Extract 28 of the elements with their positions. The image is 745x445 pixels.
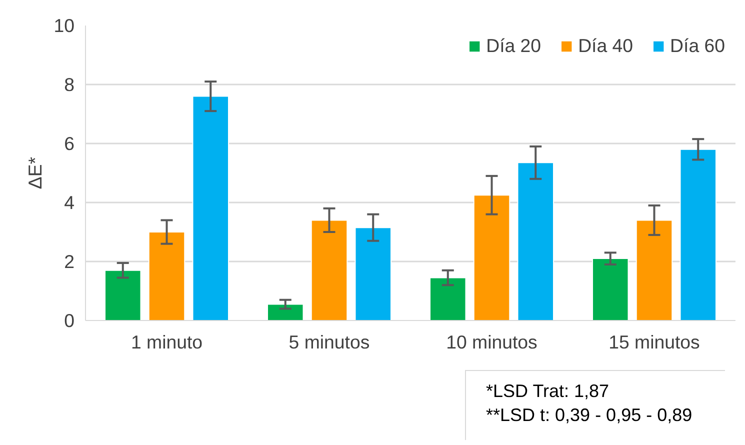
x-tick-label: 15 minutos [608, 332, 700, 352]
y-tick-label: 4 [64, 192, 75, 213]
bar [517, 162, 554, 320]
bar [267, 304, 304, 320]
text: *LSD Trat: 1,87 [486, 380, 610, 403]
bar [636, 220, 673, 320]
x-tick-label: 5 minutos [288, 332, 370, 352]
y-tick-label: 10 [54, 15, 75, 36]
x-tick-label: 1 minuto [130, 332, 203, 352]
bar [310, 220, 348, 320]
bar [354, 227, 392, 320]
bar [148, 232, 186, 320]
y-tick-label: 2 [64, 251, 75, 272]
bar [592, 258, 629, 320]
x-tick-label: 10 minutos [446, 332, 538, 352]
bar [430, 277, 466, 320]
y-tick-label: 8 [64, 74, 75, 95]
y-tick-label: 0 [64, 310, 75, 331]
legend-label: Día 20 [486, 35, 542, 57]
legend-label: Día 40 [578, 35, 634, 57]
bar [192, 96, 229, 320]
y-tick-label: 6 [64, 133, 75, 154]
text: **LSD t: 0,39 - 0,95 - 0,89 [486, 404, 692, 427]
bar [473, 194, 510, 320]
bar [680, 148, 716, 320]
bar [104, 270, 142, 320]
legend-label: Día 60 [670, 35, 725, 57]
y-axis-title: ΔE* [24, 156, 46, 190]
